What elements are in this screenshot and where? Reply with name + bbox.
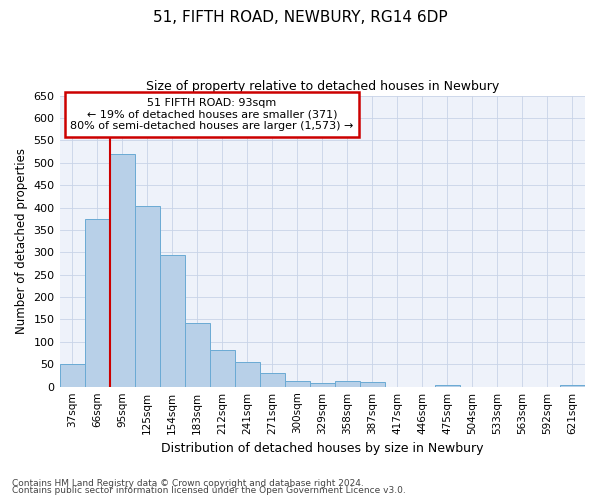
Bar [59, 364, 85, 386]
Bar [235, 362, 260, 386]
Bar [134, 206, 160, 386]
Bar [209, 350, 235, 387]
Bar [85, 218, 110, 386]
Title: Size of property relative to detached houses in Newbury: Size of property relative to detached ho… [146, 80, 499, 93]
Bar [285, 381, 310, 386]
Bar [360, 382, 385, 386]
Bar [185, 322, 209, 386]
X-axis label: Distribution of detached houses by size in Newbury: Distribution of detached houses by size … [161, 442, 484, 455]
Text: Contains public sector information licensed under the Open Government Licence v3: Contains public sector information licen… [12, 486, 406, 495]
Text: 51, FIFTH ROAD, NEWBURY, RG14 6DP: 51, FIFTH ROAD, NEWBURY, RG14 6DP [152, 10, 448, 25]
Bar [335, 381, 360, 386]
Text: 51 FIFTH ROAD: 93sqm
← 19% of detached houses are smaller (371)
80% of semi-deta: 51 FIFTH ROAD: 93sqm ← 19% of detached h… [70, 98, 353, 131]
Bar [260, 373, 285, 386]
Bar [160, 256, 185, 386]
Bar [310, 383, 335, 386]
Text: Contains HM Land Registry data © Crown copyright and database right 2024.: Contains HM Land Registry data © Crown c… [12, 478, 364, 488]
Y-axis label: Number of detached properties: Number of detached properties [15, 148, 28, 334]
Bar [110, 154, 134, 386]
